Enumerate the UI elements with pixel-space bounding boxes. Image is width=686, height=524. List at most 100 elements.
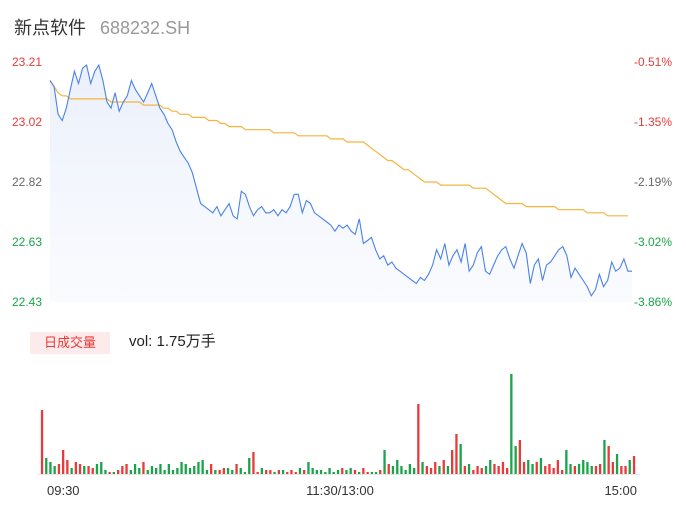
x-tick-label: 15:00 (604, 483, 637, 498)
volume-bar (57, 464, 61, 474)
volume-bar (290, 470, 293, 474)
volume-bar (328, 468, 331, 474)
volume-bar (159, 464, 162, 474)
volume-label: vol: (129, 333, 153, 350)
volume-bar (83, 466, 86, 474)
volume-bar (358, 472, 361, 474)
volume-bar (231, 470, 234, 474)
volume-bar (632, 456, 636, 474)
volume-bar (624, 466, 627, 474)
volume-bar (353, 470, 357, 474)
volume-bar (603, 440, 606, 474)
volume-bar (408, 464, 411, 474)
volume-bar (349, 468, 352, 474)
volume-bar (235, 464, 238, 474)
volume-bar (150, 466, 154, 474)
x-tick-label: 11:30/13:00 (306, 483, 374, 498)
volume-bar (197, 462, 200, 474)
volume-bar (265, 470, 268, 474)
volume-bar (569, 464, 572, 474)
volume-bar (463, 466, 466, 474)
volume-bar (205, 470, 209, 474)
volume-bar (155, 468, 158, 474)
volume-bar (319, 470, 323, 474)
y-tick-left: 22.82 (12, 175, 42, 189)
volume-bar (459, 444, 462, 474)
volume-bar (527, 460, 530, 474)
volume-bar (476, 466, 479, 474)
volume-readout: vol: 1.75万手 (129, 332, 216, 352)
volume-bar (298, 468, 302, 474)
volume-bar (620, 466, 623, 474)
volume-bar (497, 466, 500, 474)
volume-bar (379, 470, 382, 474)
volume-bar (163, 470, 166, 474)
volume-bar (252, 452, 255, 474)
volume-bar (387, 464, 390, 474)
volume-bar (489, 460, 492, 474)
volume-bar (391, 466, 395, 474)
volume-bar (129, 470, 132, 474)
volume-bar (117, 470, 120, 474)
volume-bar (260, 468, 263, 474)
volume-bar (125, 464, 128, 474)
volume-bar (184, 464, 187, 474)
volume-bar (281, 470, 285, 474)
average-price-polyline (49, 80, 628, 217)
volume-bar (45, 458, 48, 474)
volume-bar (577, 464, 581, 474)
y-tick-right: -3.02% (634, 235, 672, 249)
volume-bar (539, 458, 543, 474)
volume-bar (171, 470, 175, 474)
volume-bar (121, 466, 124, 474)
y-tick-left: 22.63 (12, 235, 42, 249)
volume-bar (522, 462, 526, 474)
volume-bar (611, 462, 614, 474)
volume-bar (531, 464, 534, 474)
volume-bar (341, 468, 344, 474)
volume-bar (243, 472, 247, 474)
volume-bar (590, 466, 593, 474)
volume-bar (514, 446, 517, 474)
volume-bar (286, 472, 289, 474)
volume-bar (582, 460, 585, 474)
y-tick-left: 22.43 (12, 295, 42, 309)
volume-bar (133, 464, 137, 474)
volume-bar (66, 460, 69, 474)
volume-bar (95, 464, 99, 474)
stock-code: 688232.SH (100, 18, 191, 38)
volume-bar (40, 410, 44, 474)
volume-value: 1.75万手 (156, 333, 216, 350)
volume-bar (222, 468, 225, 474)
volume-bar (142, 462, 145, 474)
x-tick-label: 09:30 (47, 483, 80, 498)
volume-bar (294, 472, 297, 474)
volume-bar (374, 472, 378, 474)
volume-bar (248, 458, 251, 474)
volume-bar (366, 472, 369, 474)
volume-bar (438, 466, 441, 474)
price-line (49, 63, 632, 297)
x-axis: 09:30 11:30/13:00 15:00 (47, 483, 637, 498)
volume-bar (210, 464, 213, 474)
volume-bar (336, 470, 340, 474)
volume-bar (311, 468, 314, 474)
volume-bar (548, 464, 551, 474)
stock-header: 新点软件 688232.SH (14, 14, 190, 38)
volume-bar (594, 466, 598, 474)
volume-bar (167, 464, 170, 474)
volume-bar (446, 466, 450, 474)
volume-bar (138, 468, 141, 474)
volume-bar (480, 468, 483, 474)
volume-bar (70, 468, 73, 474)
volume-bar (400, 466, 403, 474)
volume-bar (615, 454, 619, 474)
volume-bar (434, 462, 437, 474)
volume-bar (607, 446, 610, 474)
volume-bar (78, 464, 82, 474)
volume-bar (506, 468, 509, 474)
volume-bar (421, 462, 424, 474)
volume-bar (599, 464, 602, 474)
volume-bar (429, 468, 433, 474)
volume-bar (535, 462, 538, 474)
